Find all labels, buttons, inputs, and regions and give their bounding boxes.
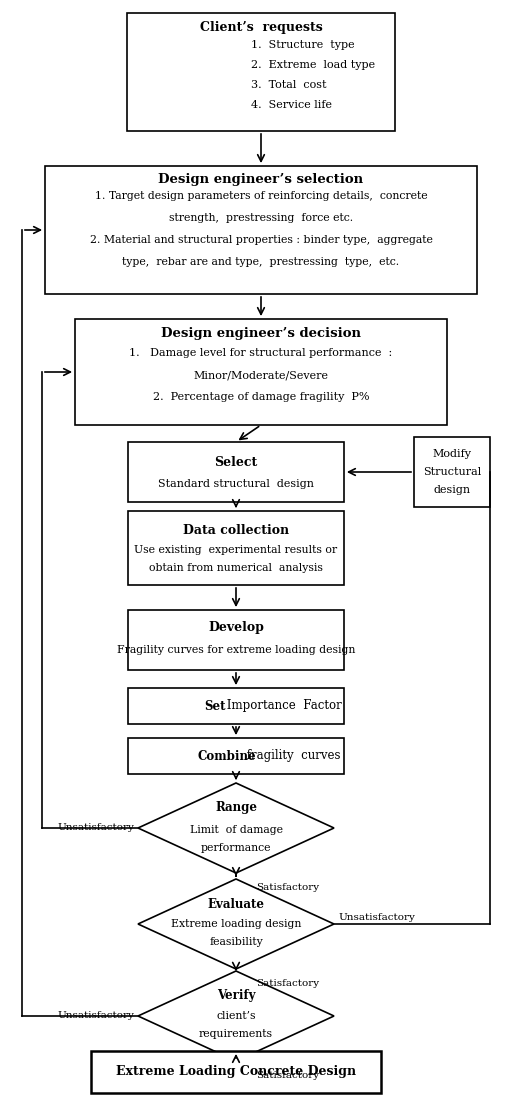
Text: Design engineer’s decision: Design engineer’s decision [161,326,361,340]
Bar [128,511,344,585]
Text: Structural: Structural [423,467,481,477]
Text: Develop: Develop [208,622,264,634]
Bar [127,13,395,131]
Text: Importance  Factor: Importance Factor [223,699,342,712]
Text: Minor/Moderate/Severe: Minor/Moderate/Severe [194,370,328,380]
Text: 1.   Damage level for structural performance  :: 1. Damage level for structural performan… [129,348,393,358]
Text: Select: Select [214,455,258,468]
Text: Fragility curves for extreme loading design: Fragility curves for extreme loading des… [117,645,355,655]
Bar [75,319,447,425]
Text: 1.  Structure  type: 1. Structure type [251,40,355,49]
Text: Use existing  experimental results or: Use existing experimental results or [134,545,337,555]
Text: Satisfactory: Satisfactory [256,1072,319,1080]
Bar [128,688,344,724]
Text: Unsatisfactory: Unsatisfactory [57,823,134,833]
Polygon shape [138,782,334,873]
Bar [128,739,344,774]
Polygon shape [138,879,334,969]
Text: 2. Material and structural properties : binder type,  aggregate: 2. Material and structural properties : … [89,235,433,245]
Text: Unsatisfactory: Unsatisfactory [338,913,415,922]
Text: requirements: requirements [199,1029,273,1039]
Text: 2.  Extreme  load type: 2. Extreme load type [251,60,375,70]
Text: Extreme loading design: Extreme loading design [171,919,301,929]
Text: 4.  Service life: 4. Service life [251,100,332,110]
Text: Unsatisfactory: Unsatisfactory [57,1011,134,1021]
Text: Standard structural  design: Standard structural design [158,479,314,489]
Text: Client’s  requests: Client’s requests [200,21,322,33]
Text: Satisfactory: Satisfactory [256,882,319,892]
Text: strength,  prestressing  force etc.: strength, prestressing force etc. [169,213,353,223]
Bar [128,442,344,502]
Text: Range: Range [215,801,257,814]
Text: Satisfactory: Satisfactory [256,979,319,988]
Text: Extreme Loading Concrete Design: Extreme Loading Concrete Design [116,1066,356,1078]
Text: performance: performance [201,843,271,853]
Bar [128,610,344,670]
Text: Limit  of damage: Limit of damage [189,825,282,835]
Bar [45,166,477,295]
Text: Design engineer’s selection: Design engineer’s selection [158,173,363,186]
Text: type,  rebar are and type,  prestressing  type,  etc.: type, rebar are and type, prestressing t… [122,257,400,267]
Text: fragility  curves: fragility curves [243,750,340,763]
Bar [91,1051,381,1094]
Text: Set: Set [204,699,225,712]
Bar [414,437,490,507]
Text: Combine: Combine [198,750,257,763]
Text: Data collection: Data collection [183,523,289,536]
Text: 1. Target design parameters of reinforcing details,  concrete: 1. Target design parameters of reinforci… [95,191,427,201]
Text: Evaluate: Evaluate [208,898,265,910]
Text: feasibility: feasibility [209,937,263,947]
Text: Modify: Modify [433,449,472,459]
Polygon shape [138,972,334,1061]
Text: Verify: Verify [217,989,255,1002]
Text: design: design [434,485,471,495]
Text: obtain from numerical  analysis: obtain from numerical analysis [149,563,323,573]
Text: 3.  Total  cost: 3. Total cost [251,80,326,90]
Text: client’s: client’s [216,1011,256,1021]
Text: 2.  Percentage of damage fragility  P%: 2. Percentage of damage fragility P% [153,392,369,402]
